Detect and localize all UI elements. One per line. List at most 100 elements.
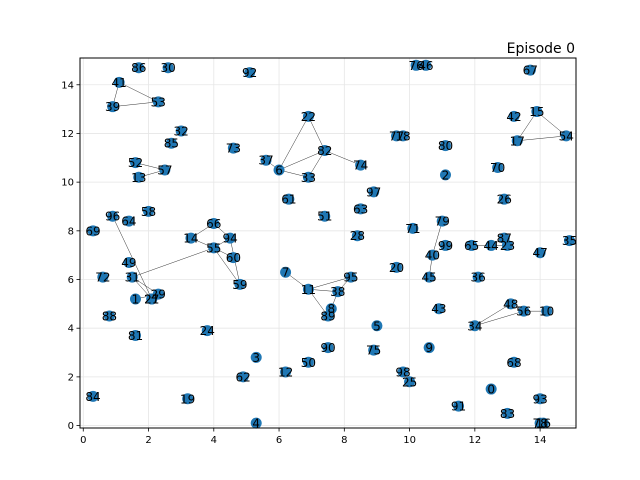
node-14 <box>185 232 197 244</box>
node-label-96: 96 <box>105 210 120 224</box>
node-60 <box>227 252 239 264</box>
node-label-47: 47 <box>532 246 547 260</box>
node-53 <box>152 96 164 108</box>
edge-6-22 <box>278 116 309 171</box>
edge-15-54 <box>536 111 567 137</box>
node-label-48: 48 <box>503 297 518 311</box>
node-24 <box>201 325 213 337</box>
node-label-98: 98 <box>395 366 410 380</box>
node-20 <box>391 261 403 273</box>
node-label-24: 24 <box>200 324 215 338</box>
node-label-62: 62 <box>236 370 251 384</box>
node-label-51: 51 <box>317 210 332 224</box>
node-83 <box>501 407 513 419</box>
node-label-1: 1 <box>132 292 140 306</box>
node-label-65: 65 <box>464 239 479 253</box>
node-label-55: 55 <box>206 241 221 255</box>
node-70 <box>492 162 504 174</box>
y-tick-label: 6 <box>68 275 74 286</box>
y-axis: 0 2 4 6 8 10 12 14 <box>61 80 80 432</box>
node-5 <box>371 320 383 332</box>
edge-11-89 <box>308 289 329 317</box>
edge-11-95 <box>308 276 351 290</box>
node-label-74: 74 <box>353 159 368 173</box>
node-57 <box>159 164 171 176</box>
node-91 <box>453 400 465 412</box>
node-74 <box>355 159 367 171</box>
node-31 <box>126 271 138 283</box>
node-label-19: 19 <box>180 392 195 406</box>
node-1 <box>129 293 141 305</box>
node-label-8: 8 <box>327 302 335 316</box>
node-22 <box>302 110 314 122</box>
node-label-57: 57 <box>157 163 172 177</box>
node-25 <box>404 376 416 388</box>
node-label-46: 46 <box>418 59 433 73</box>
node-label-13: 13 <box>131 171 146 185</box>
node-label-85: 85 <box>164 137 179 151</box>
node-label-2: 2 <box>442 168 450 182</box>
node-label-41: 41 <box>112 76 127 90</box>
node-50 <box>302 356 314 368</box>
node-98 <box>397 366 409 378</box>
edge-55-59 <box>213 247 241 285</box>
node-label-87: 87 <box>497 232 512 246</box>
node-86 <box>133 62 145 74</box>
x-tick-label: 4 <box>211 435 217 446</box>
node-label-0: 0 <box>487 383 495 397</box>
edge-96-27 <box>112 216 153 300</box>
node-88 <box>103 310 115 322</box>
node-76 <box>410 59 422 71</box>
node-label-76: 76 <box>408 59 423 73</box>
node-44 <box>485 239 497 251</box>
edge-22-82 <box>308 116 325 151</box>
node-75 <box>368 344 380 356</box>
node-label-17: 17 <box>510 134 525 148</box>
node-34 <box>469 320 481 332</box>
node-label-54: 54 <box>559 129 574 143</box>
node-label-7: 7 <box>282 266 290 280</box>
edge-55-31 <box>132 247 214 278</box>
node-label-4: 4 <box>252 417 260 431</box>
node-61 <box>283 193 295 205</box>
node-label-56: 56 <box>516 305 531 319</box>
node-layer <box>87 59 575 429</box>
node-label-97: 97 <box>366 185 381 199</box>
x-tick-label: 12 <box>468 435 481 446</box>
edge-41-53 <box>119 82 159 103</box>
node-label-91: 91 <box>451 400 466 414</box>
node-7 <box>280 266 292 278</box>
node-label-32: 32 <box>174 125 189 139</box>
node-label-78: 78 <box>532 417 547 431</box>
node-68 <box>508 356 520 368</box>
node-49 <box>123 256 135 268</box>
edge-82-74 <box>324 150 361 166</box>
node-label-59: 59 <box>232 278 247 292</box>
node-label-75: 75 <box>366 344 381 358</box>
node-69 <box>87 225 99 237</box>
node-13 <box>133 171 145 183</box>
node-52 <box>129 157 141 169</box>
node-label-81: 81 <box>128 329 143 343</box>
x-tick-label: 14 <box>534 435 547 446</box>
node-label-66: 66 <box>206 217 221 231</box>
y-tick-label: 12 <box>61 129 74 140</box>
node-label-63: 63 <box>353 202 368 216</box>
node-19 <box>182 393 194 405</box>
node-label-53: 53 <box>151 95 166 109</box>
node-label-36: 36 <box>470 271 485 285</box>
node-40 <box>426 249 438 261</box>
node-label-33: 33 <box>301 171 316 185</box>
node-label-14: 14 <box>183 232 198 246</box>
node-label-90: 90 <box>320 341 335 355</box>
node-label-16: 16 <box>536 417 551 431</box>
node-label-26: 26 <box>497 193 512 207</box>
node-label-92: 92 <box>242 66 257 80</box>
node-79 <box>436 215 448 227</box>
node-label-94: 94 <box>222 232 237 246</box>
node-label-6: 6 <box>275 163 283 177</box>
edge-39-53 <box>112 101 159 107</box>
node-label-82: 82 <box>317 144 332 158</box>
node-59 <box>234 278 246 290</box>
